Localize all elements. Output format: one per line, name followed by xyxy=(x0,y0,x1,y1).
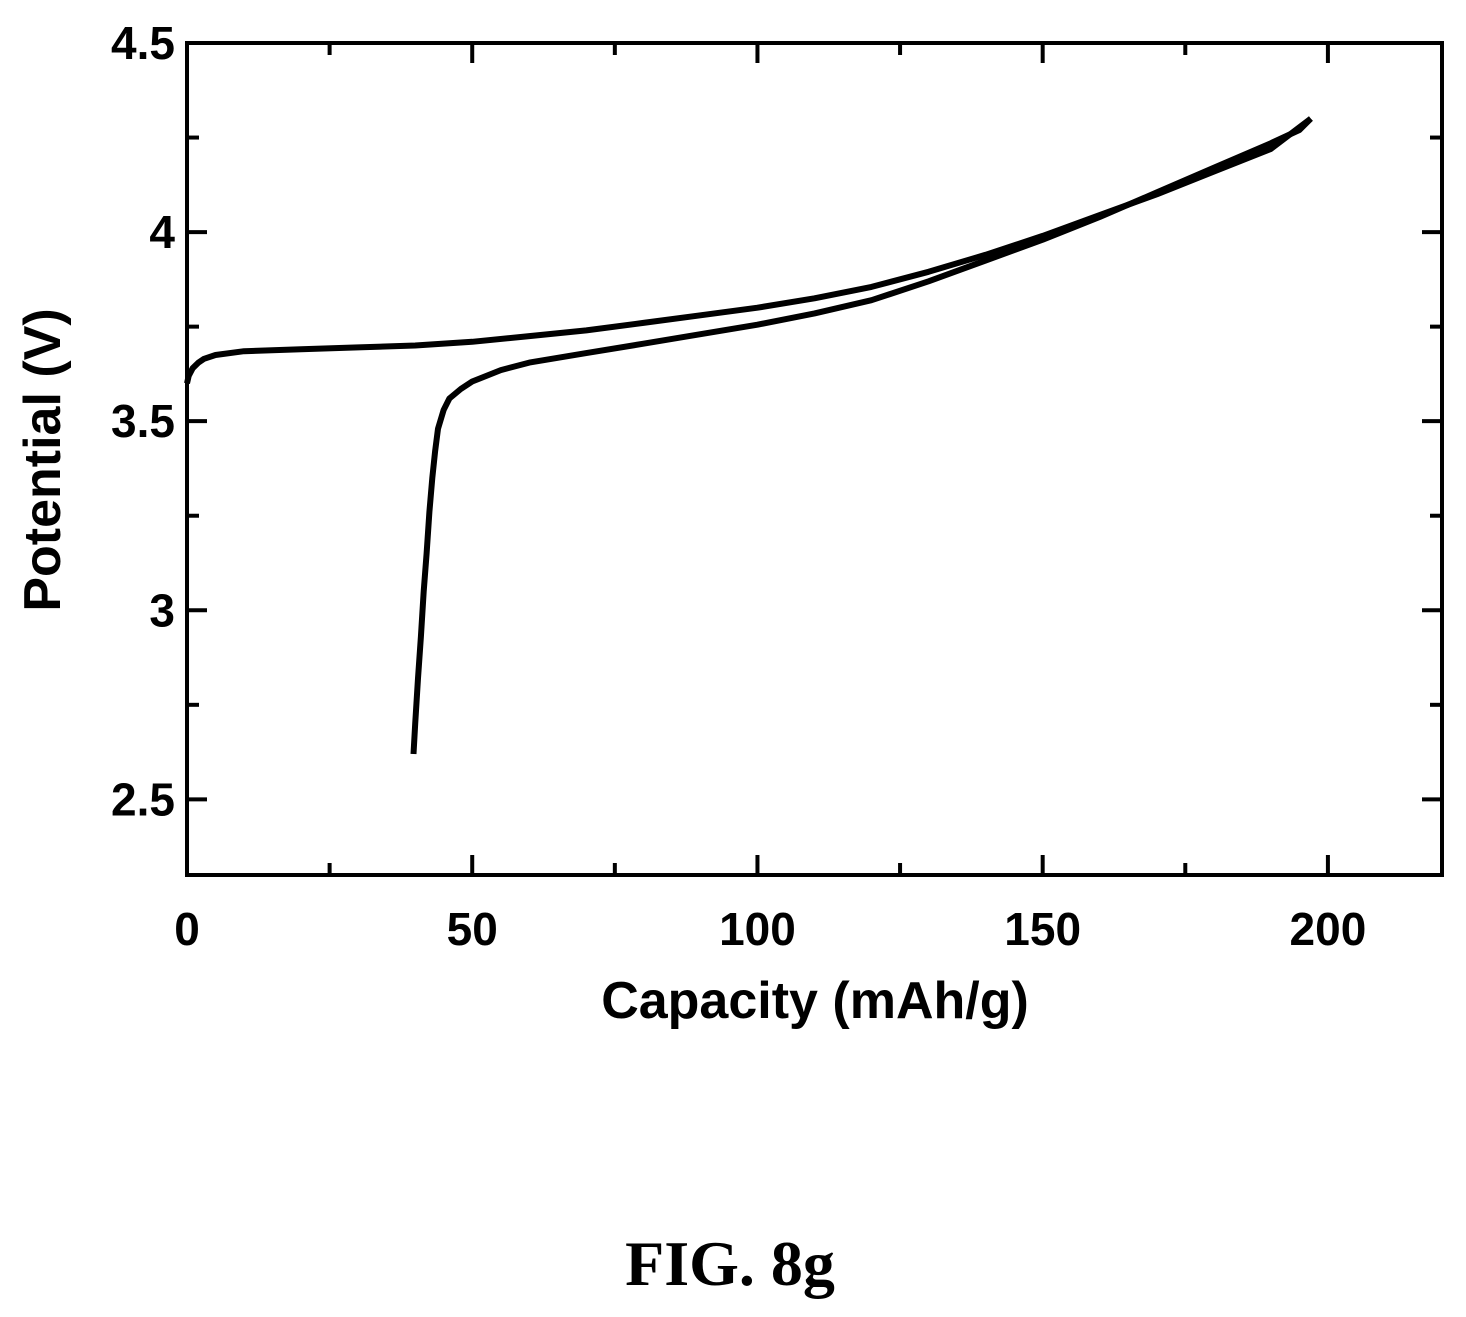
x-ticks xyxy=(185,43,1330,875)
x-tick-label: 0 xyxy=(174,903,200,955)
x-axis-title: Capacity (mAh/g) xyxy=(601,972,1029,1030)
x-tick-labels: 0 50 100 150 200 xyxy=(174,903,1366,955)
y-axis-title: Potential (V) xyxy=(14,308,72,611)
x-tick-label: 50 xyxy=(447,903,498,955)
series-line-2 xyxy=(410,116,1313,755)
plot-frame xyxy=(185,41,1444,877)
figure-caption: FIG. 8g xyxy=(625,1228,835,1299)
x-tick-label: 200 xyxy=(1290,903,1367,955)
y-tick-label: 3.5 xyxy=(111,395,175,447)
series-line-1 xyxy=(184,116,1313,385)
y-tick-labels: 2.5 3 3.5 4 4.5 xyxy=(111,17,175,825)
y-tick-label: 2.5 xyxy=(111,773,175,825)
curves xyxy=(184,116,1313,755)
x-tick-label: 100 xyxy=(719,903,796,955)
y-tick-label: 4.5 xyxy=(111,17,175,69)
y-tick-label: 3 xyxy=(149,584,175,636)
x-tick-label: 150 xyxy=(1004,903,1081,955)
y-tick-label: 4 xyxy=(149,206,175,258)
